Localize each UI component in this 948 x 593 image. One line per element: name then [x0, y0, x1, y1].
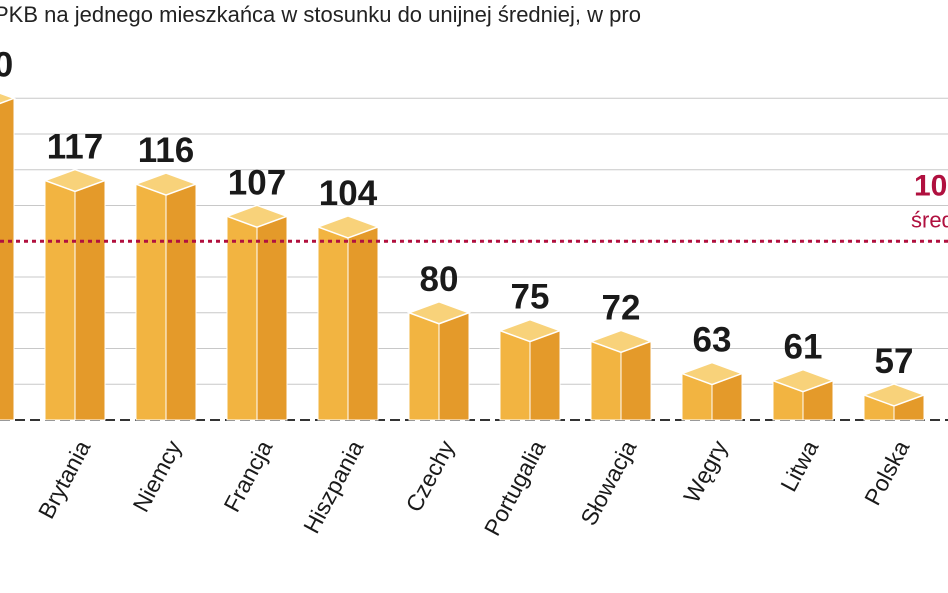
bar-side: [74, 180, 106, 421]
bar-face: [135, 183, 167, 421]
bar-side: [347, 226, 379, 421]
value-label: 57: [875, 342, 914, 381]
value-label: 63: [693, 321, 732, 360]
bar: [224, 204, 290, 421]
bar: [497, 318, 563, 421]
bar: [0, 92, 17, 421]
bar-top: [42, 168, 108, 193]
bar: [861, 383, 927, 421]
bar-face: [499, 330, 531, 421]
value-label: 140: [0, 45, 13, 84]
bar-face: [226, 215, 258, 421]
bar-top: [679, 361, 745, 386]
bar-side: [620, 340, 652, 421]
value-label: 104: [319, 174, 378, 213]
bar: [315, 215, 381, 421]
bar-side: [165, 183, 197, 421]
bar-top: [133, 172, 199, 196]
chart-title: PKB na jednego mieszkańca w stosunku do …: [0, 2, 641, 27]
value-label: 80: [420, 260, 459, 299]
bar-side: [529, 330, 561, 421]
bar-top: [406, 300, 472, 325]
bar: [679, 361, 745, 421]
bar: [770, 368, 836, 421]
bar: [133, 172, 199, 421]
value-label: 75: [511, 278, 550, 317]
bar-side: [0, 97, 15, 421]
value-label: 117: [47, 128, 103, 167]
value-label: 61: [784, 328, 823, 367]
reference-label: 100: [914, 169, 948, 202]
reference-sublabel: średnia: [911, 207, 948, 232]
bar-top: [861, 383, 927, 407]
bar: [588, 329, 654, 421]
bar-side: [256, 215, 288, 421]
bar-top: [0, 92, 17, 105]
bar-top: [497, 318, 563, 343]
bar-top: [588, 329, 654, 354]
bar: [42, 168, 108, 421]
bar-top: [315, 215, 381, 239]
value-label: 116: [138, 131, 194, 170]
bar-face: [590, 340, 622, 421]
bar-face: [317, 226, 349, 421]
bar-side: [438, 312, 470, 421]
bar-face: [44, 180, 76, 421]
value-label: 107: [228, 163, 286, 202]
bar: [406, 300, 472, 421]
bar-top: [224, 204, 290, 229]
bar-top: [770, 368, 836, 393]
value-label: 72: [602, 288, 641, 327]
bar-face: [408, 312, 440, 421]
